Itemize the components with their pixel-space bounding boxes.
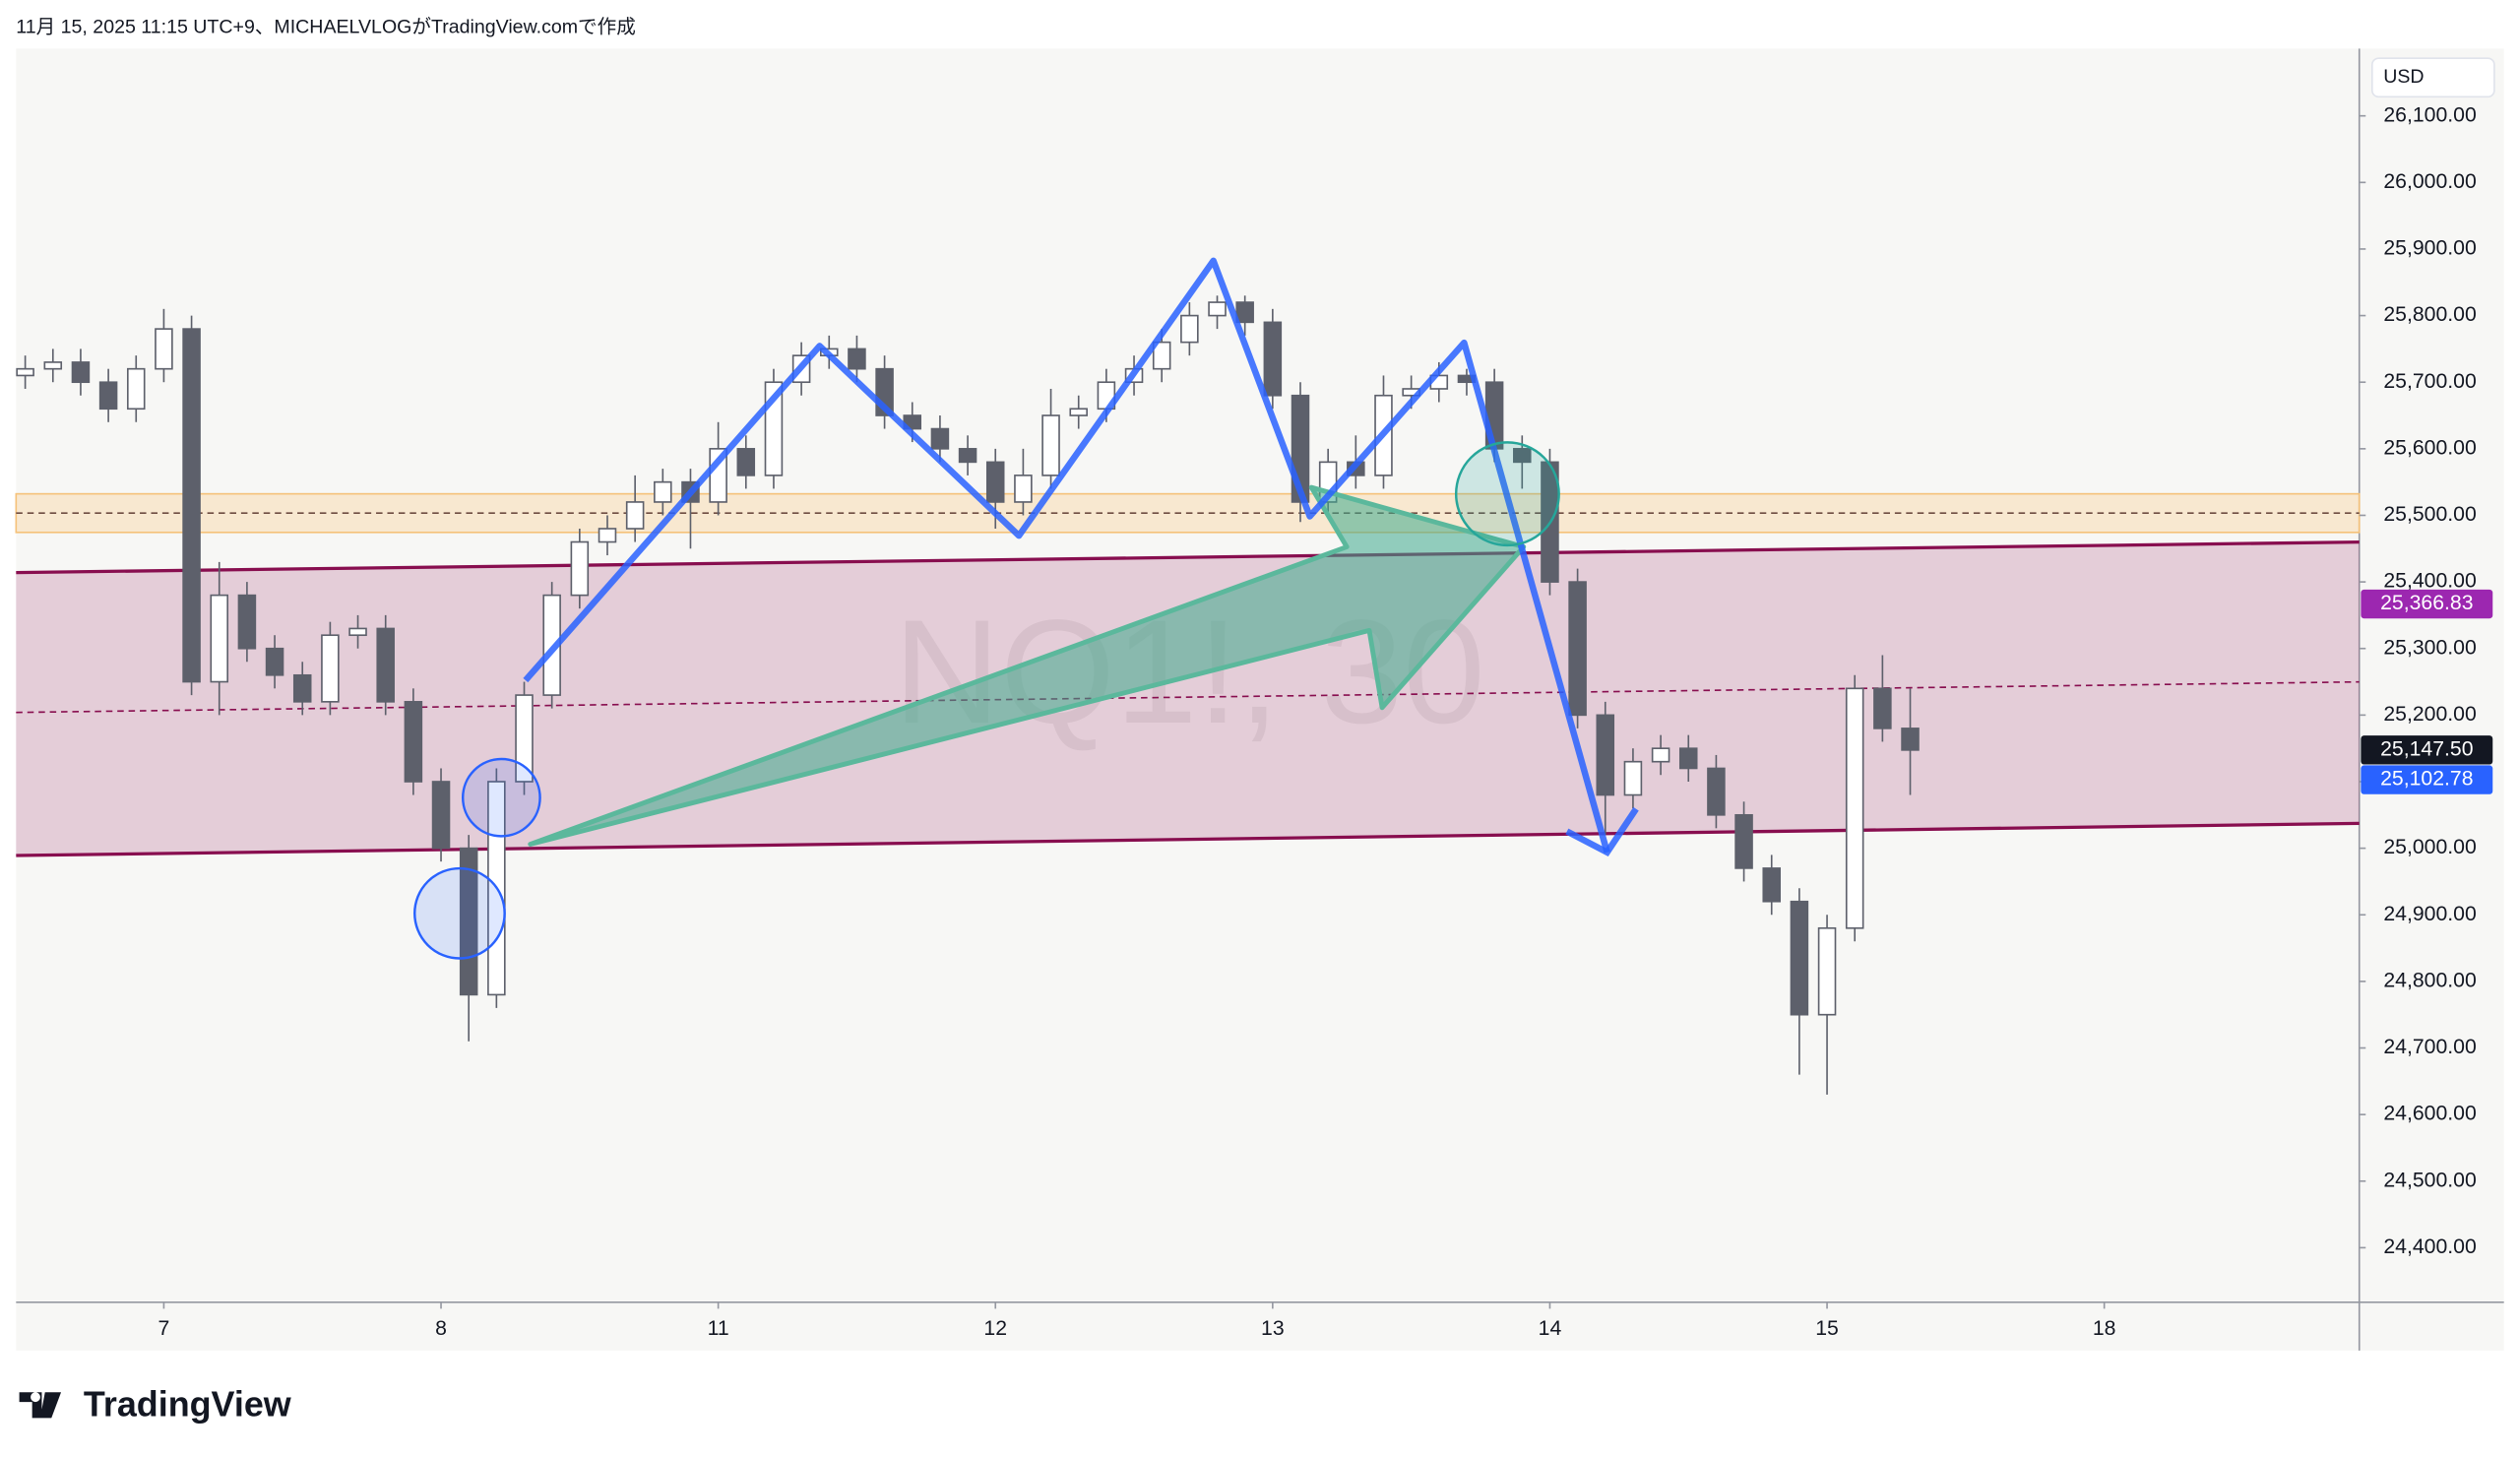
candle-body bbox=[625, 501, 645, 530]
currency-box bbox=[2370, 57, 2495, 98]
y-tick-label: 25,800.00 bbox=[2383, 303, 2476, 326]
candle-body bbox=[958, 448, 977, 464]
candle-body bbox=[736, 448, 756, 476]
channel-midline bbox=[16, 680, 2360, 714]
x-tick-label: 11 bbox=[708, 1317, 729, 1340]
y-tick-label: 24,400.00 bbox=[2383, 1235, 2476, 1258]
y-tick-label: 25,000.00 bbox=[2383, 836, 2476, 858]
x-tick-label: 13 bbox=[1261, 1317, 1285, 1340]
circle-marker bbox=[461, 757, 541, 838]
candle-body bbox=[237, 594, 257, 650]
candle-body bbox=[1623, 760, 1643, 796]
axes: 24,400.00 24,500.00 24,600.00 24,700.00 24,8… bbox=[158, 103, 2493, 1340]
logo: TradingView bbox=[19, 1383, 291, 1424]
candle-body bbox=[182, 328, 201, 683]
y-tick-label: 25,300.00 bbox=[2383, 636, 2476, 659]
candle-body bbox=[985, 461, 1005, 503]
candle-body bbox=[848, 348, 866, 370]
candle-body bbox=[98, 381, 118, 411]
x-tick-label: 7 bbox=[158, 1317, 170, 1340]
candle-body bbox=[1152, 341, 1171, 370]
candle-body bbox=[1901, 728, 1920, 751]
channel-top bbox=[16, 539, 2360, 575]
candle-body bbox=[1678, 747, 1698, 770]
candle-body bbox=[1263, 321, 1283, 397]
annotations bbox=[413, 257, 1639, 960]
candle-body bbox=[1845, 687, 1864, 929]
candle-body bbox=[1596, 714, 1615, 796]
candle-body bbox=[292, 673, 312, 703]
zigzag-arrowhead bbox=[1565, 806, 1639, 856]
candle-body bbox=[1208, 301, 1227, 317]
candle-body bbox=[348, 627, 367, 637]
candle-body bbox=[930, 427, 950, 450]
y-tick-label: 24,800.00 bbox=[2383, 969, 2476, 991]
candle-body bbox=[43, 361, 63, 370]
candle-body bbox=[210, 594, 229, 683]
candle-body bbox=[515, 694, 534, 783]
candle-body bbox=[654, 480, 672, 503]
logo-text: TradingView bbox=[84, 1383, 291, 1424]
y-tick-label: 25,600.00 bbox=[2383, 436, 2476, 459]
candle-body bbox=[598, 528, 617, 543]
chart-area bbox=[16, 48, 2504, 1351]
x-tick-label: 12 bbox=[983, 1317, 1007, 1340]
price-label-box bbox=[2361, 735, 2493, 765]
candle-body bbox=[16, 367, 34, 377]
currency: USD bbox=[2383, 66, 2424, 88]
drawings bbox=[15, 492, 2361, 857]
x-tick-label: 18 bbox=[2093, 1317, 2116, 1340]
x-tick-label: 14 bbox=[1539, 1317, 1562, 1340]
channel bbox=[16, 541, 2360, 855]
candle-body bbox=[1041, 414, 1060, 476]
y-tick-label: 26,100.00 bbox=[2383, 103, 2476, 126]
y-tick-label: 25,500.00 bbox=[2383, 503, 2476, 526]
y-tick-label: 25,400.00 bbox=[2383, 570, 2476, 593]
candle-body bbox=[1762, 867, 1781, 903]
candle-body bbox=[570, 540, 590, 597]
header: 11月 15, 2025 11:15 UTC+9、MICHAELVLOGがTra… bbox=[16, 16, 635, 37]
candle-body bbox=[1707, 767, 1726, 816]
candle-body bbox=[1734, 813, 1753, 869]
price-label-box bbox=[2361, 589, 2493, 619]
zigzag bbox=[523, 257, 1610, 854]
candle-body bbox=[1651, 747, 1670, 763]
candle-body bbox=[1069, 408, 1088, 416]
price-label: 25,147.50 bbox=[2380, 737, 2473, 760]
circle-marker bbox=[413, 866, 506, 960]
candle-body bbox=[71, 361, 91, 384]
candle-body bbox=[1790, 900, 1809, 1016]
candle-body bbox=[1014, 475, 1033, 503]
candle-body bbox=[1817, 926, 1837, 1016]
candle-body bbox=[404, 701, 423, 783]
candle-body bbox=[1513, 448, 1532, 464]
y-tick-label: 24,500.00 bbox=[2383, 1169, 2476, 1191]
candle-body bbox=[1873, 687, 1892, 729]
y-tick-label: 25,900.00 bbox=[2383, 237, 2476, 260]
price-label: 25,102.78 bbox=[2380, 768, 2473, 791]
x-tick-label: 15 bbox=[1815, 1317, 1839, 1340]
candle-body bbox=[431, 781, 451, 850]
y-tick-label: 24,900.00 bbox=[2383, 903, 2476, 925]
candle-body bbox=[376, 627, 395, 703]
circle-marker bbox=[1454, 441, 1560, 547]
y-tick-label: 25,700.00 bbox=[2383, 370, 2476, 393]
logo-icon bbox=[19, 1392, 62, 1419]
candle-body bbox=[155, 328, 173, 370]
candle-body bbox=[321, 634, 340, 703]
candle-body bbox=[1180, 314, 1199, 344]
y-tick-label: 24,600.00 bbox=[2383, 1103, 2476, 1125]
y-tick-label: 25,200.00 bbox=[2383, 703, 2476, 726]
candle-body bbox=[1568, 581, 1587, 717]
y-tick-label: 26,000.00 bbox=[2383, 170, 2476, 193]
channel-bottom bbox=[16, 821, 2360, 857]
x-tick-label: 8 bbox=[435, 1317, 447, 1340]
candle-body bbox=[265, 647, 284, 676]
price-label: 25,366.83 bbox=[2380, 592, 2473, 614]
candle-body bbox=[126, 367, 146, 411]
price-label-box bbox=[2361, 765, 2493, 794]
y-tick-label: 24,700.00 bbox=[2383, 1036, 2476, 1058]
candle-body bbox=[1235, 301, 1254, 324]
